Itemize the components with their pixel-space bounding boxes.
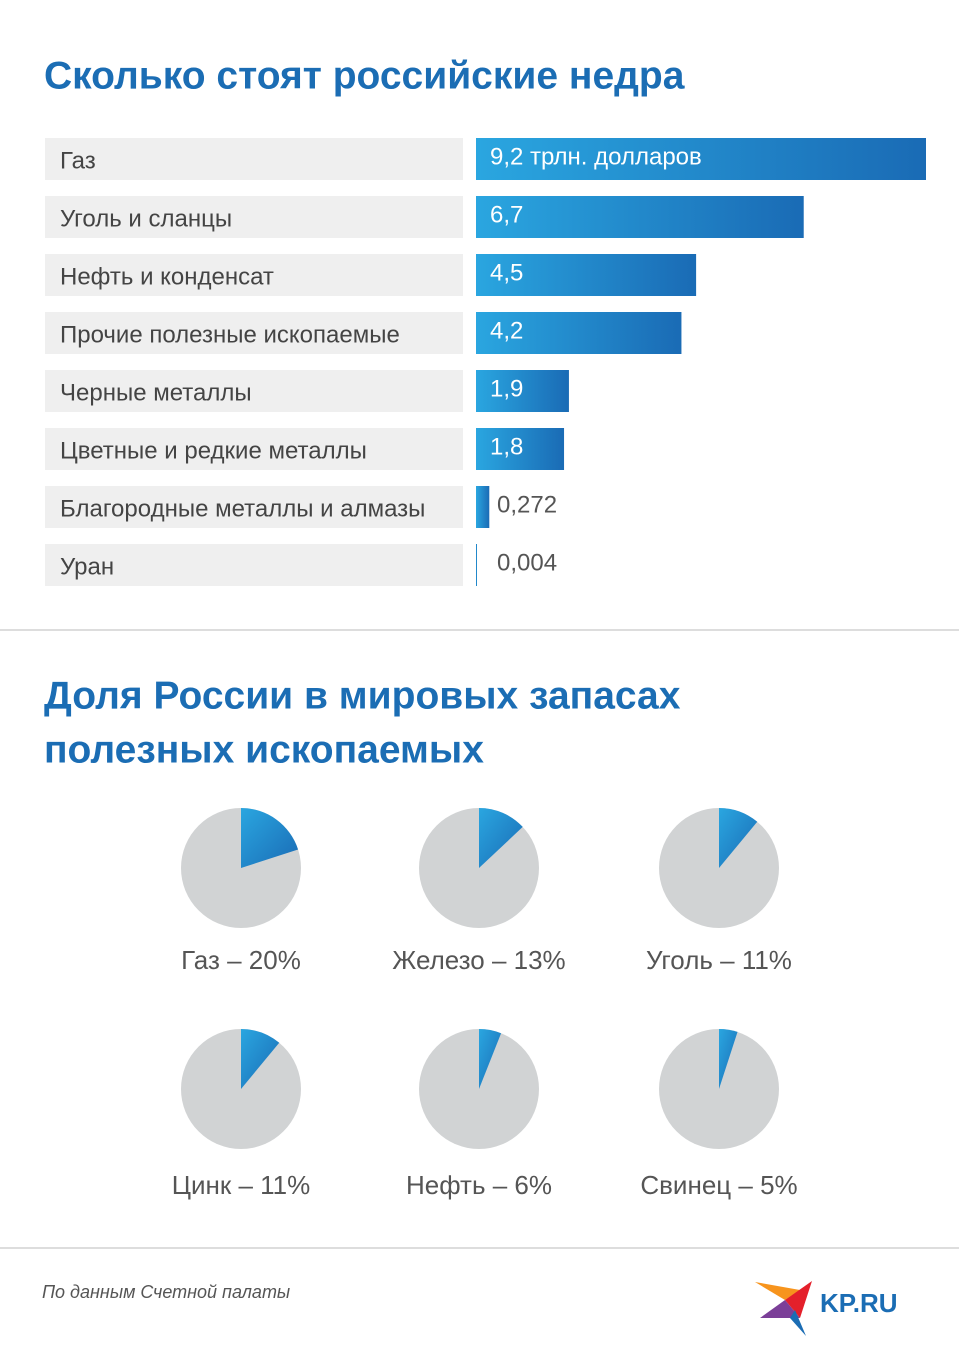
pie-label: Железо – 13% [392, 945, 565, 975]
category-box [45, 486, 463, 528]
chart-title: полезных ископаемых [44, 728, 484, 771]
category-label: Цветные и редкие металлы [60, 437, 367, 464]
category-label: Уран [60, 553, 114, 580]
category-label: Уголь и сланцы [60, 205, 232, 232]
bar [476, 312, 682, 354]
category-box [45, 370, 463, 412]
logo-bird [755, 1282, 800, 1300]
value-label: 1,9 [490, 375, 523, 402]
source: По данным Счетной палаты [42, 1282, 290, 1302]
value-label: 4,5 [490, 259, 523, 286]
category-box [45, 544, 463, 586]
category-label: Черные металлы [60, 379, 252, 406]
chart-title: Сколько стоят российские недра [44, 54, 685, 97]
category-label: Нефть и конденсат [60, 263, 274, 290]
logo-text: KP.RU [820, 1288, 898, 1318]
pie-label: Цинк – 11% [172, 1170, 311, 1200]
value-label: 9,2 трлн. долларов [490, 143, 702, 170]
pie-label: Нефть – 6% [406, 1170, 552, 1200]
pie-label: Свинец – 5% [640, 1170, 797, 1200]
logo-bird [760, 1300, 800, 1318]
value-label: 1,8 [490, 433, 523, 460]
logo-bird [785, 1281, 812, 1318]
pie-slice [241, 808, 299, 868]
category-box [45, 312, 463, 354]
bar [476, 486, 490, 528]
pie-label: Уголь – 11% [646, 945, 792, 975]
chart-title: Доля России в мировых запасах [44, 674, 681, 717]
pie-label: Газ – 20% [181, 945, 301, 975]
category-box [45, 196, 463, 238]
bar [476, 370, 569, 412]
logo-bird [790, 1310, 806, 1336]
value-label: 6,7 [490, 201, 523, 228]
pie-slice [479, 808, 523, 868]
value-label: 4,2 [490, 317, 523, 344]
bar [476, 196, 804, 238]
category-box [45, 254, 463, 296]
bar [476, 544, 477, 586]
pie-slice [719, 808, 758, 868]
bar [476, 254, 697, 296]
pie-slice [241, 1029, 280, 1089]
category-box [45, 428, 463, 470]
category-label: Газ [60, 147, 96, 174]
category-label: Прочие полезные ископаемые [60, 321, 400, 348]
logo: KP.RU [755, 1281, 898, 1336]
category-label: Благородные металлы и алмазы [60, 495, 425, 522]
pie-slice [719, 1029, 738, 1089]
category-box [45, 138, 463, 180]
bar [476, 138, 926, 180]
value-label: 0,004 [497, 549, 557, 576]
value-label: 0,272 [497, 491, 557, 518]
pie-slice [479, 1029, 502, 1089]
bar [476, 428, 565, 470]
